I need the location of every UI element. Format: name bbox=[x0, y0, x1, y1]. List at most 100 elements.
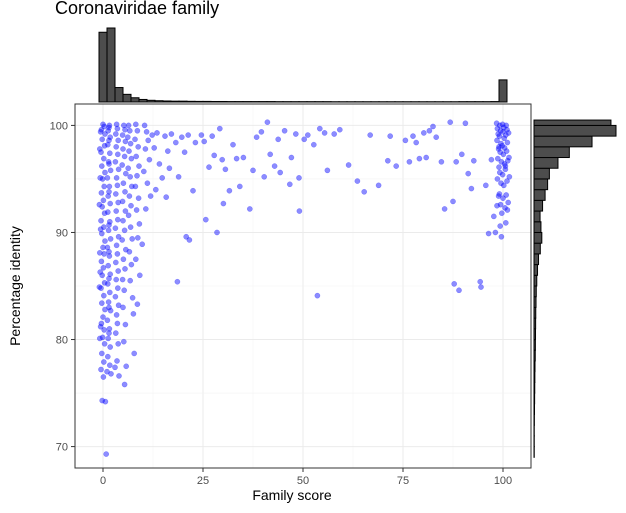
x-tick-label: 25 bbox=[197, 475, 209, 487]
scatter-point bbox=[122, 266, 128, 272]
scatter-point bbox=[126, 148, 132, 154]
scatter-point bbox=[502, 163, 509, 169]
scatter-point bbox=[106, 253, 113, 259]
scatter-point bbox=[97, 226, 104, 233]
x-histogram-bar bbox=[106, 27, 116, 103]
scatter-point bbox=[505, 130, 512, 136]
scatter-point bbox=[190, 187, 196, 194]
scatter-point bbox=[114, 216, 121, 223]
scatter-point bbox=[96, 249, 103, 256]
scatter-point bbox=[126, 248, 133, 255]
scatter-point bbox=[494, 125, 501, 132]
scatter-point bbox=[100, 121, 106, 128]
scatter-point bbox=[345, 162, 352, 168]
scatter-point bbox=[316, 125, 323, 132]
scatter-point bbox=[134, 301, 141, 308]
scatter-point bbox=[125, 165, 132, 172]
scatter-point bbox=[465, 170, 472, 177]
scatter-point bbox=[286, 181, 293, 188]
scatter-point bbox=[96, 146, 103, 152]
scatter-point bbox=[264, 119, 271, 126]
scatter-point bbox=[498, 210, 505, 217]
scatter-point bbox=[98, 320, 105, 327]
y-histogram-bar bbox=[533, 392, 536, 405]
x-histogram-bar bbox=[498, 79, 508, 103]
scatter-point bbox=[106, 124, 112, 131]
y-tick-label: 70 bbox=[56, 442, 68, 454]
scatter-point bbox=[144, 180, 151, 187]
scatter-point bbox=[104, 281, 111, 287]
scatter-point bbox=[470, 157, 477, 164]
scatter-point bbox=[281, 127, 288, 134]
scatter-point bbox=[124, 134, 131, 141]
scatter-point bbox=[100, 224, 107, 230]
scatter-point bbox=[106, 137, 112, 144]
y-histogram-bar bbox=[533, 253, 540, 266]
scatter-point bbox=[301, 136, 308, 143]
scatter-point bbox=[128, 261, 135, 268]
scatter-point bbox=[275, 136, 282, 143]
scatter-point bbox=[104, 317, 111, 324]
y-histogram-bar bbox=[533, 124, 617, 137]
scatter-point bbox=[500, 182, 507, 189]
x-histogram-bar bbox=[218, 100, 228, 103]
scatter-point bbox=[496, 164, 502, 171]
scatter-point bbox=[164, 148, 171, 154]
scatter-point bbox=[367, 132, 374, 138]
y-histogram-bar bbox=[533, 306, 537, 319]
scatter-point bbox=[477, 278, 484, 285]
scatter-point bbox=[261, 173, 268, 180]
scatter-point bbox=[105, 227, 112, 234]
scatter-point bbox=[106, 330, 112, 336]
scatter-point bbox=[198, 132, 205, 138]
scatter-points bbox=[96, 119, 513, 457]
scatter-point bbox=[98, 217, 104, 224]
scatter-point bbox=[288, 154, 295, 161]
scatter-point bbox=[101, 327, 108, 333]
scatter-point bbox=[494, 176, 501, 182]
y-histogram-bar bbox=[533, 135, 593, 148]
scatter-point bbox=[131, 350, 138, 357]
scatter-point bbox=[503, 148, 510, 154]
y-histogram-bar bbox=[533, 285, 537, 298]
scatter-point bbox=[162, 133, 168, 139]
x-histogram-bar bbox=[130, 97, 140, 103]
x-histogram-bar bbox=[202, 100, 212, 103]
scatter-point bbox=[102, 398, 109, 405]
scatter-point bbox=[495, 146, 502, 152]
scatter-point bbox=[420, 130, 427, 136]
scatter-point bbox=[98, 230, 105, 237]
scatter-point bbox=[101, 210, 108, 217]
y-histogram-bar bbox=[533, 199, 544, 212]
scatter-point bbox=[140, 168, 147, 175]
scatter-point bbox=[102, 306, 108, 313]
scatter-point bbox=[493, 120, 500, 127]
scatter-point bbox=[120, 304, 126, 311]
scatter-point bbox=[183, 233, 190, 240]
scatter-point bbox=[114, 320, 121, 327]
scatter-point bbox=[100, 314, 106, 320]
scatter-point bbox=[107, 271, 114, 278]
scatter-point bbox=[102, 131, 108, 137]
x-histogram-bar bbox=[186, 100, 196, 103]
scatter-point bbox=[122, 126, 128, 133]
scatter-point bbox=[107, 200, 114, 207]
x-histogram-bar bbox=[170, 100, 180, 103]
scatter-point bbox=[504, 207, 511, 213]
scatter-point bbox=[119, 276, 126, 283]
scatter-point bbox=[133, 153, 140, 160]
scatter-point bbox=[126, 193, 133, 199]
scatter-point bbox=[97, 323, 104, 330]
x-histogram-bar bbox=[146, 99, 156, 103]
scatter-point bbox=[181, 149, 188, 156]
scatter-point bbox=[102, 169, 108, 176]
y-histogram-bar bbox=[533, 274, 538, 287]
scatter-point bbox=[402, 137, 409, 144]
scatter-point bbox=[115, 199, 122, 206]
scatter-point bbox=[497, 149, 504, 156]
scatter-point bbox=[497, 127, 504, 134]
scatter-point bbox=[143, 128, 150, 135]
scatter-point bbox=[97, 128, 104, 135]
scatter-point bbox=[159, 175, 166, 181]
y-marginal-histogram bbox=[533, 119, 617, 458]
